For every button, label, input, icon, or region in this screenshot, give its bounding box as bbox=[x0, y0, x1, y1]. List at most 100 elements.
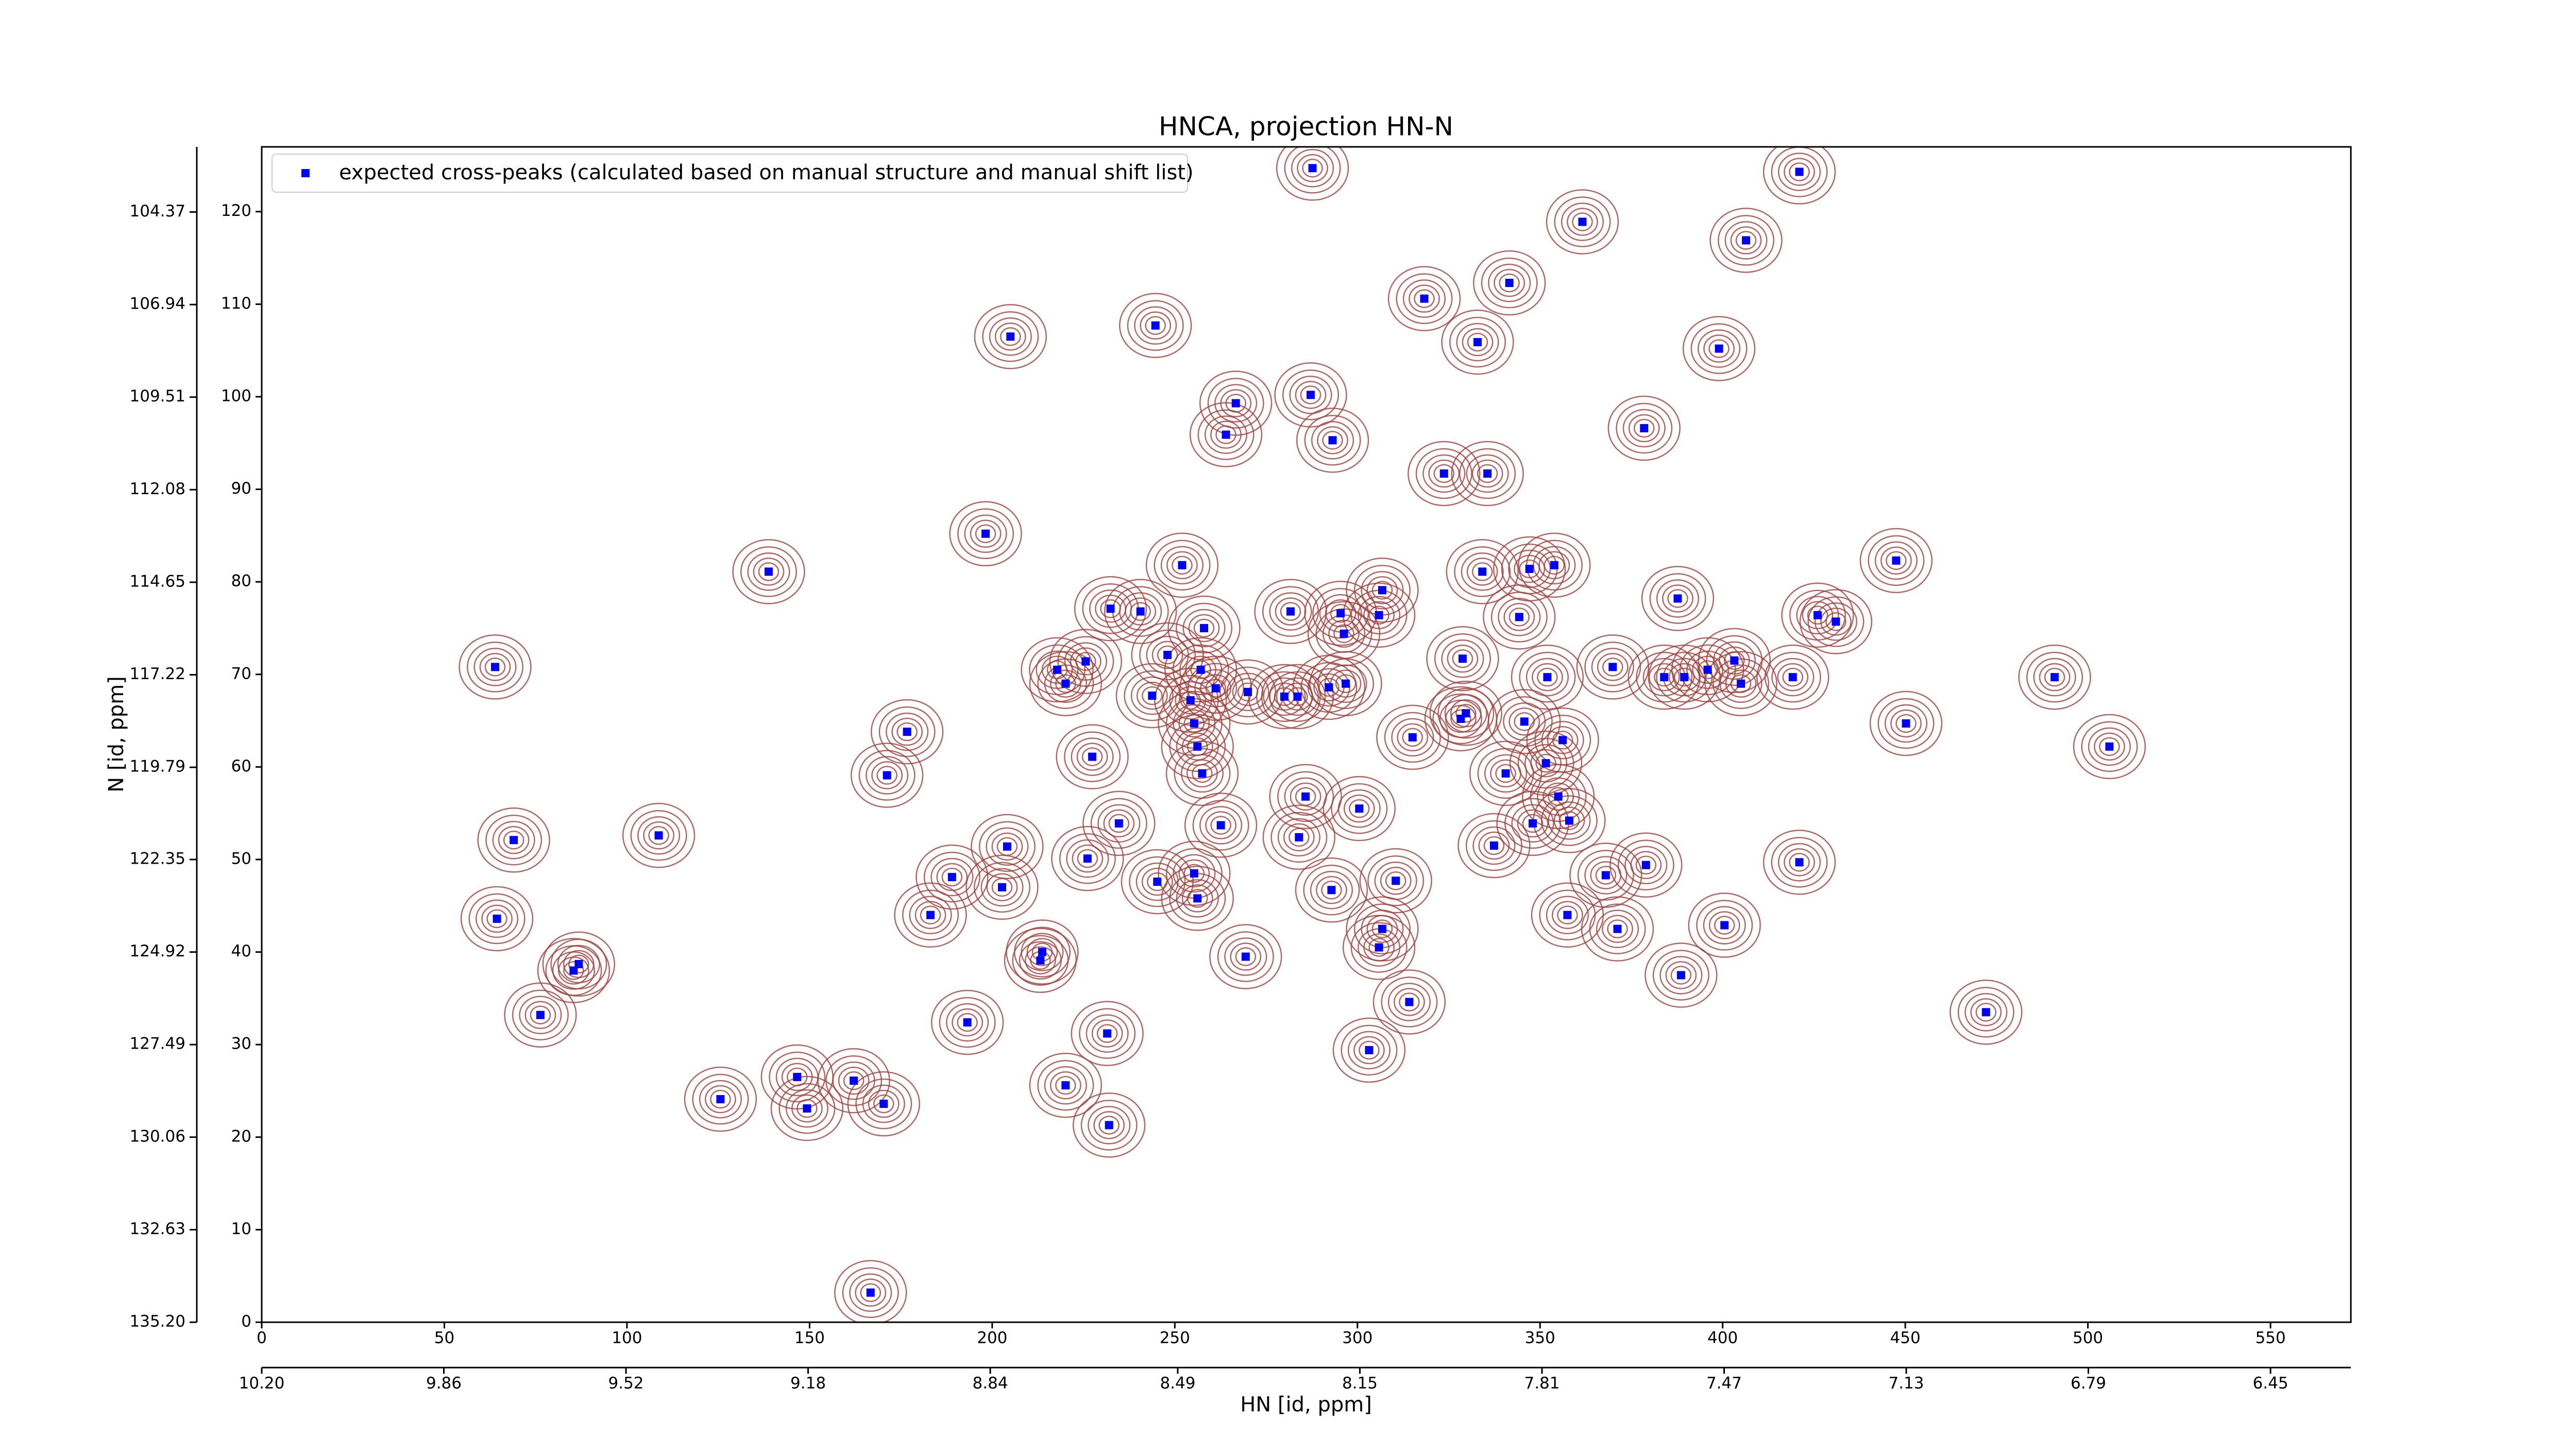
x2-tick-label: 8.84 bbox=[973, 1374, 1008, 1393]
cross-peak bbox=[1505, 279, 1514, 288]
contour bbox=[1970, 998, 2002, 1026]
contour bbox=[1471, 562, 1493, 581]
cross-peak bbox=[1286, 607, 1295, 616]
contour bbox=[1108, 814, 1130, 833]
contour bbox=[753, 558, 785, 586]
contour bbox=[970, 519, 1002, 548]
cross-peak bbox=[1148, 692, 1157, 700]
contour bbox=[957, 508, 1014, 560]
contour bbox=[1037, 1059, 1094, 1111]
contour bbox=[1607, 395, 1681, 461]
contour bbox=[1353, 1036, 1385, 1065]
contour bbox=[1616, 402, 1673, 454]
contour bbox=[1051, 825, 1124, 891]
contour bbox=[481, 904, 513, 933]
contour bbox=[1471, 459, 1503, 488]
contour bbox=[1426, 626, 1499, 692]
cross-peak bbox=[1558, 736, 1567, 745]
contour bbox=[563, 961, 584, 980]
contour bbox=[2088, 727, 2131, 766]
cross-peak bbox=[1529, 819, 1537, 828]
cross-peak bbox=[1554, 792, 1563, 801]
cross-peak bbox=[1737, 679, 1745, 688]
contour bbox=[1538, 551, 1570, 580]
contour bbox=[1302, 159, 1323, 178]
contour bbox=[1868, 535, 1925, 586]
contour bbox=[1098, 1116, 1120, 1135]
cross-peak bbox=[1660, 673, 1669, 682]
contour bbox=[1402, 728, 1423, 747]
cross-peak bbox=[1163, 651, 1172, 660]
contour bbox=[1820, 608, 1852, 636]
contour bbox=[1447, 644, 1479, 673]
contour bbox=[1088, 1106, 1131, 1144]
contour bbox=[991, 878, 1013, 897]
contour bbox=[1522, 814, 1544, 833]
contour bbox=[1363, 933, 1395, 962]
cross-peak bbox=[1375, 611, 1383, 619]
contour bbox=[2094, 732, 2125, 761]
contour bbox=[699, 1080, 742, 1119]
contour bbox=[778, 1083, 836, 1134]
contour bbox=[1484, 754, 1528, 793]
contour bbox=[1311, 421, 1354, 460]
contour bbox=[1115, 663, 1189, 729]
contour bbox=[843, 1071, 865, 1090]
y-tick-label: 30 bbox=[231, 1035, 251, 1053]
contour bbox=[838, 1066, 870, 1095]
cross-peak bbox=[764, 567, 773, 576]
contour bbox=[871, 761, 903, 789]
contour bbox=[1366, 576, 1398, 604]
contour bbox=[1490, 592, 1548, 643]
contour bbox=[1645, 942, 1718, 1008]
y-tick-label: 40 bbox=[231, 942, 251, 961]
contour bbox=[1762, 830, 1836, 895]
contour bbox=[1283, 823, 1315, 852]
contour bbox=[1371, 919, 1393, 938]
contour bbox=[1049, 669, 1081, 698]
contour bbox=[740, 546, 797, 597]
contour bbox=[558, 956, 589, 985]
x-tick-label: 500 bbox=[2073, 1329, 2103, 1347]
contour bbox=[485, 815, 543, 866]
contour bbox=[1141, 867, 1173, 896]
contour bbox=[982, 311, 1039, 362]
contour bbox=[1217, 931, 1274, 982]
cross-peak bbox=[1340, 629, 1348, 638]
contour bbox=[1452, 649, 1473, 668]
contour bbox=[1950, 980, 2023, 1045]
cross-peak bbox=[1190, 719, 1198, 728]
contour bbox=[732, 539, 805, 604]
contour bbox=[1187, 663, 1244, 714]
contour bbox=[1703, 334, 1735, 363]
contour bbox=[1777, 663, 1809, 692]
contour bbox=[1130, 602, 1151, 621]
contour bbox=[896, 722, 918, 742]
cross-peak bbox=[2105, 742, 2114, 751]
contour bbox=[1466, 558, 1498, 586]
cross-peak bbox=[1325, 683, 1333, 692]
contour bbox=[999, 327, 1021, 346]
contour bbox=[1269, 592, 1312, 631]
contour bbox=[1690, 323, 1748, 374]
contour bbox=[1337, 789, 1381, 828]
contour bbox=[1209, 924, 1282, 989]
cross-peak bbox=[1083, 854, 1092, 863]
contour bbox=[878, 706, 936, 757]
cross-peak bbox=[1473, 338, 1482, 346]
cross-peak bbox=[2050, 673, 2059, 682]
contour bbox=[1602, 658, 1623, 677]
contour bbox=[1682, 316, 1756, 381]
contour bbox=[1648, 663, 1680, 692]
contour bbox=[1323, 776, 1396, 841]
contour bbox=[1609, 832, 1683, 898]
contour bbox=[1503, 603, 1535, 631]
contour bbox=[2081, 721, 2138, 772]
contour bbox=[1730, 674, 1752, 693]
cross-peak bbox=[1673, 594, 1682, 603]
y-tick-label: 10 bbox=[231, 1220, 251, 1238]
contour bbox=[1718, 215, 1775, 266]
contour bbox=[855, 1278, 887, 1307]
contour bbox=[1670, 966, 1692, 985]
contour bbox=[1552, 731, 1573, 750]
